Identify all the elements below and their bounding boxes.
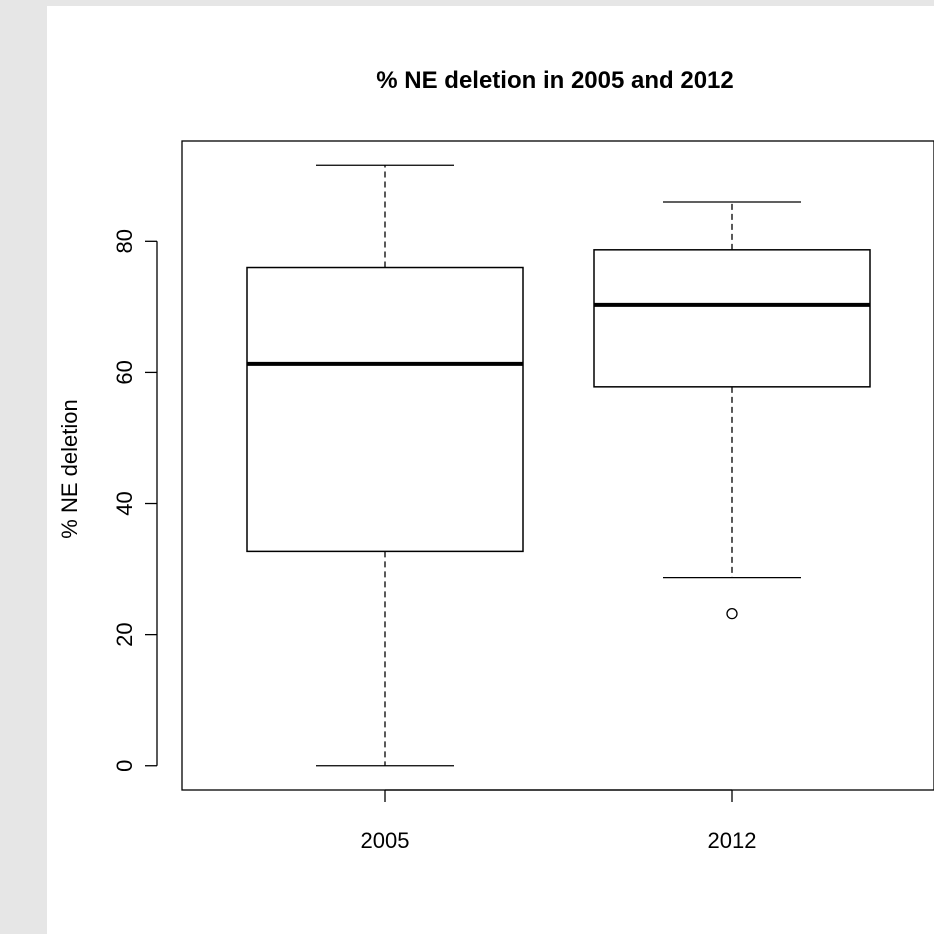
y-axis: 0 20 40 60 80	[112, 229, 158, 772]
boxplot-chart: % NE deletion in 2005 and 2012 0 20 40 60 80…	[57, 67, 934, 853]
y-tick-label: 80	[112, 229, 137, 253]
x-tick-label: 2005	[361, 828, 410, 853]
y-tick-label: 20	[112, 622, 137, 646]
plot-area: % NE deletion in 2005 and 2012 0 20 40 60 80…	[47, 6, 934, 934]
x-axis: 2005 2012	[361, 789, 757, 853]
outlier-point	[726, 608, 738, 620]
iqr-box	[246, 266, 524, 553]
iqr-box	[593, 249, 871, 388]
x-tick-label: 2012	[708, 828, 757, 853]
y-axis-label: % NE deletion	[57, 399, 82, 538]
boxes	[246, 164, 871, 767]
chart-title: % NE deletion in 2005 and 2012	[376, 67, 733, 94]
box-2005	[246, 164, 524, 767]
box-2012	[593, 201, 871, 620]
y-tick-label: 0	[112, 760, 137, 772]
y-tick-label: 40	[112, 491, 137, 515]
y-tick-label: 60	[112, 360, 137, 384]
